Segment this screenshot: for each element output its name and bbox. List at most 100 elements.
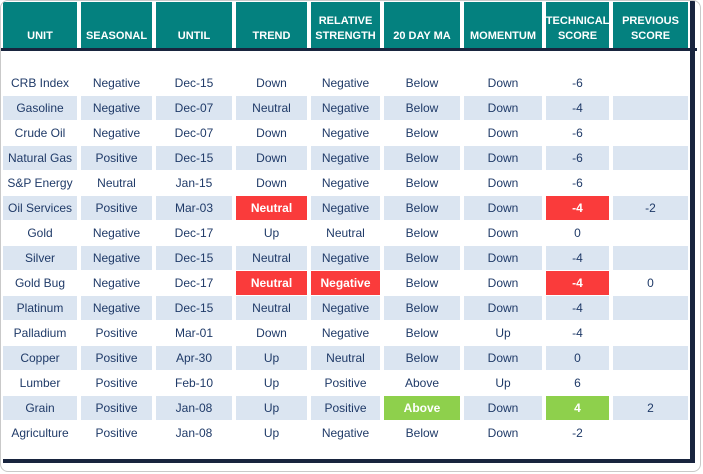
- cell-ma20: Below: [384, 196, 460, 220]
- cell-until: Jan-08: [156, 396, 232, 420]
- cell-technical_score: -6: [546, 71, 609, 95]
- cell-momentum: Down: [464, 421, 542, 445]
- cell-unit: Agriculture: [3, 421, 77, 445]
- cell-seasonal: Positive: [81, 321, 152, 345]
- cell-momentum: Down: [464, 296, 542, 320]
- cell-momentum: Down: [464, 246, 542, 270]
- cell-unit: Gasoline: [3, 96, 77, 120]
- table-row: Agriculture Positive Jan-08 Up Negative Below…: [3, 421, 688, 445]
- cell-relative_strength: Negative: [311, 321, 380, 345]
- cell-technical_score: 4: [546, 396, 609, 420]
- cell-previous_score: -2: [613, 196, 688, 220]
- cell-momentum: Down: [464, 346, 542, 370]
- cell-previous_score: [613, 321, 688, 345]
- column-header-unit: UNIT: [3, 2, 77, 48]
- cell-ma20: Below: [384, 321, 460, 345]
- cell-previous_score: [613, 171, 688, 195]
- cell-ma20: Below: [384, 71, 460, 95]
- cell-ma20: Below: [384, 296, 460, 320]
- cell-relative_strength: Negative: [311, 96, 380, 120]
- cell-unit: Crude Oil: [3, 121, 77, 145]
- cell-unit: CRB Index: [3, 71, 77, 95]
- cell-ma20: Below: [384, 146, 460, 170]
- cell-until: Dec-15: [156, 246, 232, 270]
- table-row: Natural Gas Positive Dec-15 Down Negative Bel…: [3, 146, 688, 170]
- cell-momentum: Down: [464, 71, 542, 95]
- cell-seasonal: Negative: [81, 246, 152, 270]
- cell-trend: Up: [236, 221, 307, 245]
- cell-trend: Up: [236, 396, 307, 420]
- column-header-momentum: MOMENTUM: [464, 2, 542, 48]
- cell-previous_score: [613, 246, 688, 270]
- cell-previous_score: [613, 296, 688, 320]
- cell-momentum: Down: [464, 221, 542, 245]
- table-row: Crude Oil Negative Dec-07 Down Negative Below…: [3, 121, 688, 145]
- cell-ma20: Below: [384, 96, 460, 120]
- table-header: UNIT SEASONAL UNTIL TREND RELATIVE STRENGTH 2…: [3, 2, 688, 48]
- cell-seasonal: Positive: [81, 346, 152, 370]
- table-row: Palladium Positive Mar-01 Down Negative Below…: [3, 321, 688, 345]
- cell-unit: S&P Energy: [3, 171, 77, 195]
- cell-previous_score: [613, 346, 688, 370]
- cell-ma20: Below: [384, 271, 460, 295]
- cell-previous_score: [613, 421, 688, 445]
- cell-until: Mar-01: [156, 321, 232, 345]
- cell-previous_score: [613, 96, 688, 120]
- cell-seasonal: Positive: [81, 371, 152, 395]
- table-row: CRB Index Negative Dec-15 Down Negative Below…: [3, 71, 688, 95]
- cell-technical_score: -4: [546, 196, 609, 220]
- cell-previous_score: 0: [613, 271, 688, 295]
- cell-trend: Up: [236, 421, 307, 445]
- cell-seasonal: Negative: [81, 96, 152, 120]
- cell-technical_score: -4: [546, 271, 609, 295]
- cell-seasonal: Negative: [81, 271, 152, 295]
- cell-until: Dec-07: [156, 121, 232, 145]
- cell-seasonal: Positive: [81, 196, 152, 220]
- table-row: Oil Services Positive Mar-03 Neutral Negativ…: [3, 196, 688, 220]
- cell-unit: Silver: [3, 246, 77, 270]
- cell-unit: Grain: [3, 396, 77, 420]
- cell-momentum: Up: [464, 371, 542, 395]
- cell-until: Dec-17: [156, 271, 232, 295]
- cell-unit: Oil Services: [3, 196, 77, 220]
- cell-unit: Gold: [3, 221, 77, 245]
- table-row: Gold Bug Negative Dec-17 Neutral Negative Bel…: [3, 271, 688, 295]
- table-row: Silver Negative Dec-15 Neutral Negative Below…: [3, 246, 688, 270]
- column-header-until: UNTIL: [156, 2, 232, 48]
- cell-relative_strength: Negative: [311, 171, 380, 195]
- cell-technical_score: -2: [546, 421, 609, 445]
- cell-trend: Neutral: [236, 271, 307, 295]
- cell-relative_strength: Negative: [311, 146, 380, 170]
- column-header-seasonal: SEASONAL: [81, 2, 152, 48]
- cell-until: Jan-08: [156, 421, 232, 445]
- cell-until: Jan-15: [156, 171, 232, 195]
- cell-ma20: Below: [384, 346, 460, 370]
- cell-relative_strength: Negative: [311, 196, 380, 220]
- table-row: Gold Negative Dec-17 Up Neutral Below Down 0: [3, 221, 688, 245]
- cell-relative_strength: Negative: [311, 296, 380, 320]
- cell-seasonal: Negative: [81, 71, 152, 95]
- cell-ma20: Below: [384, 246, 460, 270]
- cell-ma20: Above: [384, 396, 460, 420]
- cell-trend: Down: [236, 321, 307, 345]
- cell-ma20: Below: [384, 121, 460, 145]
- column-header-previous_score: PREVIOUS SCORE: [613, 2, 688, 48]
- cell-ma20: Below: [384, 421, 460, 445]
- table-row: Lumber Positive Feb-10 Up Positive Above Up 6: [3, 371, 688, 395]
- column-header-trend: TREND: [236, 2, 307, 48]
- cell-seasonal: Negative: [81, 296, 152, 320]
- cell-until: Dec-07: [156, 96, 232, 120]
- cell-technical_score: -4: [546, 96, 609, 120]
- cell-technical_score: -4: [546, 321, 609, 345]
- column-header-relative_strength: RELATIVE STRENGTH: [311, 2, 380, 48]
- cell-unit: Natural Gas: [3, 146, 77, 170]
- cell-technical_score: -6: [546, 171, 609, 195]
- cell-ma20: Below: [384, 171, 460, 195]
- cell-seasonal: Negative: [81, 221, 152, 245]
- cell-unit: Lumber: [3, 371, 77, 395]
- cell-momentum: Up: [464, 321, 542, 345]
- table-body: CRB Index Negative Dec-15 Down Negative Below…: [3, 71, 688, 445]
- cell-ma20: Below: [384, 221, 460, 245]
- cell-momentum: Down: [464, 121, 542, 145]
